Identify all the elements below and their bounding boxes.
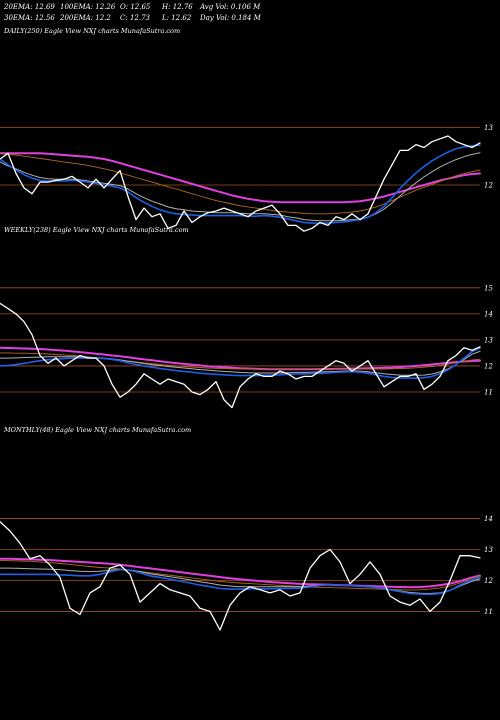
weekly-y-tick-12: 12 [484,362,493,370]
weekly-y-tick-14: 14 [484,310,493,318]
weekly-y-tick-15: 15 [484,284,493,292]
daily-price-line [0,135,481,232]
daily-panel-label: DAILY(250) Eagle View NXJ charts MunafaS… [3,27,180,35]
monthly-y-tick-11: 11 [484,608,493,616]
daily-y-tick-13: 13 [484,124,493,132]
daily-ema20-line [0,144,481,224]
weekly-ema200-line [0,346,481,371]
header-ema100: 100EMA: 12.26 [60,3,116,11]
monthly-ema100-line [0,559,481,591]
indicator-header: 20EMA: 12.69 100EMA: 12.26 O: 12.65 H: 1… [3,3,262,22]
chart-panels: DAILY(250) Eagle View NXJ charts MunafaS… [0,27,493,631]
monthly-y-tick-14: 14 [484,515,493,523]
daily-panel: DAILY(250) Eagle View NXJ charts MunafaS… [0,27,493,232]
header-open: O: 12.65 [120,3,151,11]
monthly-price-line [0,521,481,631]
weekly-y-tick-11: 11 [484,388,493,396]
weekly-ema30-line [0,350,481,376]
weekly-ema20-line [0,347,481,380]
weekly-panel-label: WEEKLY(238) Eagle View NXJ charts Munafa… [4,226,189,234]
daily-ema100-line [0,152,481,215]
header-low: L: 12.62 [161,14,192,22]
monthly-ema200-line [0,557,481,589]
header-ema200: 200EMA: 12.2 [59,14,111,22]
weekly-y-tick-13: 13 [484,336,493,344]
header-ema20: 20EMA: 12.69 [3,3,55,11]
daily-ema200-line [0,152,481,204]
monthly-y-tick-12: 12 [484,577,493,585]
monthly-y-tick-13: 13 [484,546,493,554]
header-close: C: 12.73 [120,14,151,22]
daily-y-tick-12: 12 [484,182,493,190]
header-day-vol: Day Vol: 0.184 M [199,14,262,22]
monthly-ema20-line [0,568,481,596]
monthly-panel-label: MONTHLY(48) Eagle View NXJ charts Munafa… [3,426,191,434]
header-ema30: 30EMA: 12.56 [4,14,55,22]
weekly-panel: WEEKLY(238) Eagle View NXJ charts Munafa… [0,226,493,409]
header-high: H: 12.76 [161,3,193,11]
weekly-price-line [0,302,481,409]
monthly-panel: MONTHLY(48) Eagle View NXJ charts Munafa… [0,426,493,631]
header-avg-vol: Avg Vol: 0.106 M [199,3,261,11]
